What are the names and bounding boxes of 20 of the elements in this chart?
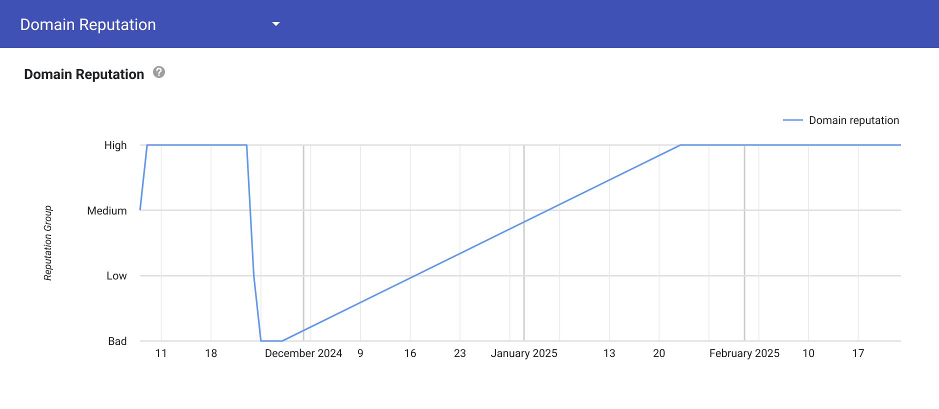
x-tick-label: January 2025: [490, 347, 558, 360]
ref-line-label: High: [104, 139, 127, 152]
x-tick-label: 17: [852, 347, 865, 360]
legend-label: Domain reputation: [809, 114, 900, 127]
x-tick-label: 18: [204, 347, 218, 360]
ref-line-label: Bad: [108, 335, 127, 348]
x-tick-label: 16: [404, 347, 416, 360]
x-tick-label: 11: [155, 347, 168, 360]
x-tick-label: 9: [357, 347, 364, 360]
x-tick-label: December 2024: [264, 347, 342, 360]
chart-title: Domain Reputation: [24, 67, 144, 83]
x-tick-label: 10: [802, 347, 815, 360]
ref-line-label: Low: [106, 270, 128, 283]
x-tick-label: February 2025: [709, 347, 780, 360]
text: Reputation Group: [43, 205, 54, 281]
x-tick-label: 20: [653, 347, 666, 360]
ref-line-label: Medium: [86, 204, 127, 218]
text: Domain Reputation: [20, 15, 156, 34]
x-tick-label: 23: [454, 347, 466, 360]
x-tick-label: 13: [603, 347, 616, 360]
